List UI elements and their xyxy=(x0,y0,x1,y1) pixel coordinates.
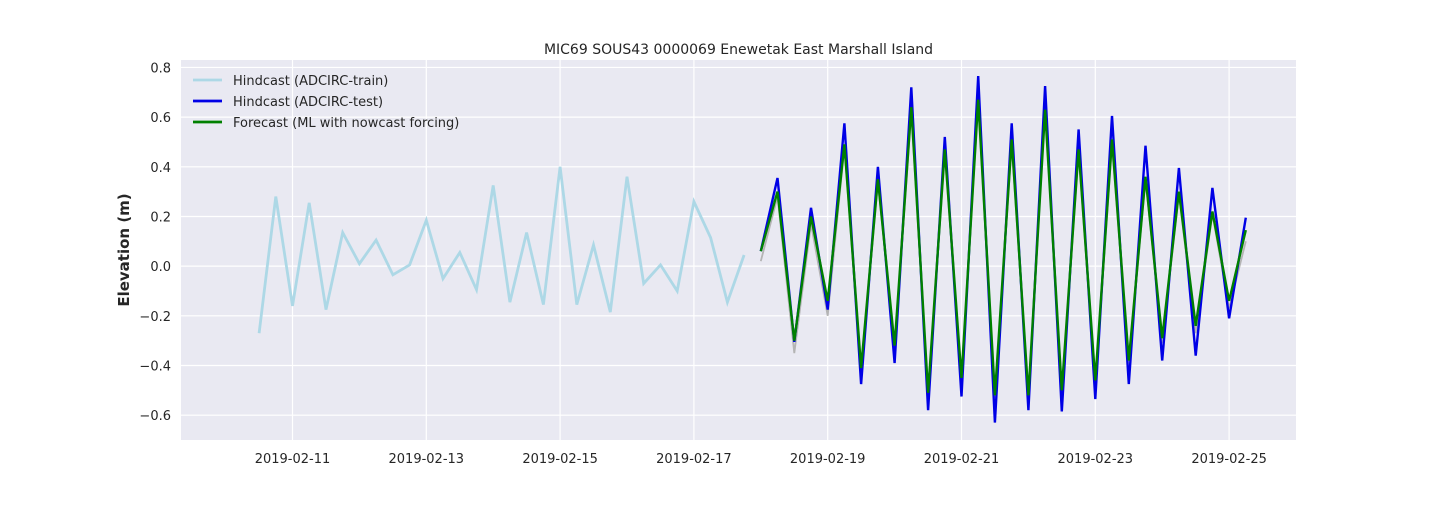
x-tick-label: 2019-02-11 xyxy=(255,452,331,467)
legend-label: Forecast (ML with nowcast forcing) xyxy=(233,116,459,131)
y-axis-label: Elevation (m) xyxy=(115,193,133,306)
x-tick-label: 2019-02-25 xyxy=(1191,452,1267,467)
x-tick-label: 2019-02-15 xyxy=(522,452,598,467)
y-tick-label: −0.4 xyxy=(139,359,171,374)
y-tick-label: 0.6 xyxy=(150,111,171,126)
y-tick-labels: −0.6 −0.4 −0.2 0.0 0.2 0.4 0.6 0.8 xyxy=(139,61,171,424)
y-tick-label: 0.4 xyxy=(150,161,171,176)
plot-background xyxy=(181,60,1296,440)
series-line-3 xyxy=(759,99,1247,396)
y-tick-label: 0.2 xyxy=(150,210,171,225)
x-tick-labels: 2019-02-11 2019-02-13 2019-02-15 2019-02-17… xyxy=(255,452,1267,467)
series-lines xyxy=(257,76,1247,423)
y-tick-label: −0.2 xyxy=(139,310,171,325)
x-tick-label: 2019-02-13 xyxy=(389,452,465,467)
legend-label: Hindcast (ADCIRC-test) xyxy=(233,95,383,110)
x-tick-label: 2019-02-21 xyxy=(924,452,1000,467)
x-tick-label: 2019-02-17 xyxy=(656,452,732,467)
chart-title: MIC69 SOUS43 0000069 Enewetak East Marsh… xyxy=(544,42,933,58)
y-tick-label: −0.6 xyxy=(139,409,171,424)
y-tick-label: 0.0 xyxy=(150,260,171,275)
legend-label: Hindcast (ADCIRC-train) xyxy=(233,74,388,89)
series-line-0 xyxy=(257,166,746,334)
legend: Hindcast (ADCIRC-train) Hindcast (ADCIRC-… xyxy=(193,74,459,131)
x-tick-label: 2019-02-23 xyxy=(1058,452,1134,467)
grid-lines xyxy=(181,60,1296,440)
y-tick-label: 0.8 xyxy=(150,61,171,76)
x-tick-label: 2019-02-19 xyxy=(790,452,866,467)
